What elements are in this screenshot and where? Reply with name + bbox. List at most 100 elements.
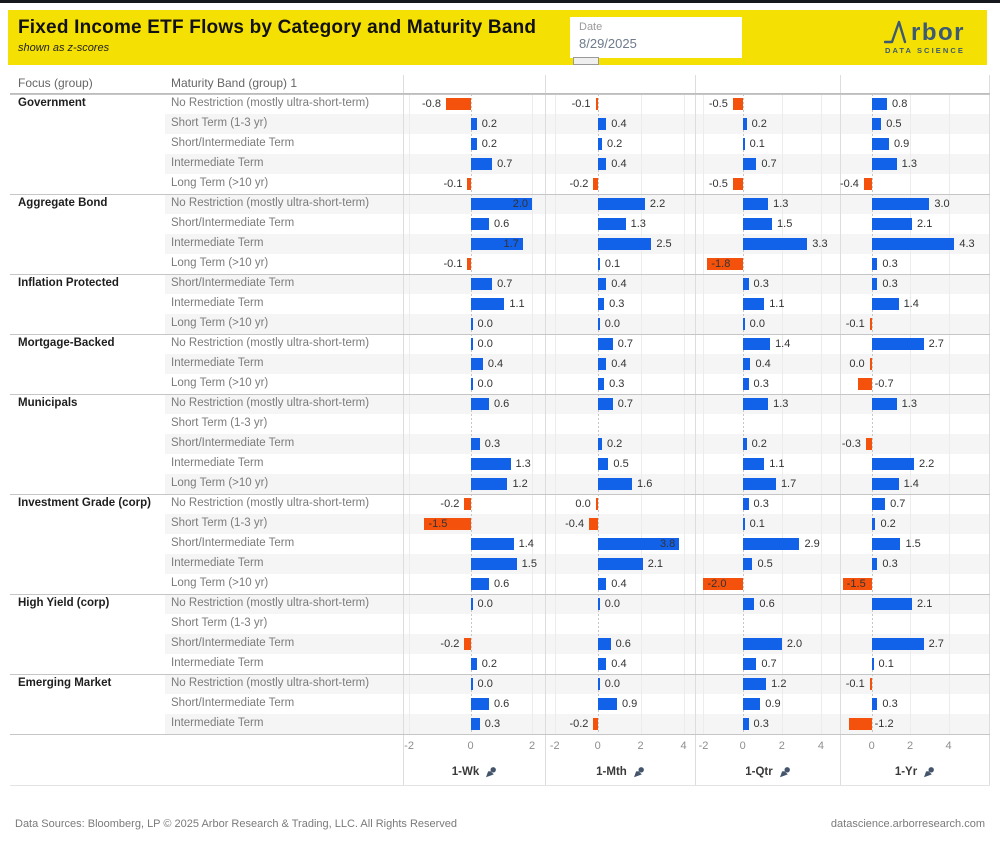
bar[interactable] (597, 698, 617, 710)
bar[interactable] (742, 158, 757, 170)
bar-cell[interactable]: -0.2 (403, 634, 545, 654)
bar-cell[interactable]: 1.3 (840, 154, 990, 174)
band-label[interactable]: Short Term (1-3 yr) (171, 417, 268, 429)
bar[interactable] (470, 198, 533, 210)
bar[interactable] (871, 698, 878, 710)
band-label[interactable]: Long Term (>10 yr) (165, 474, 403, 494)
bar-cell[interactable]: 0.0 (695, 314, 840, 334)
bar[interactable] (732, 178, 743, 190)
bar-cell[interactable]: -0.1 (840, 314, 990, 334)
band-label[interactable]: Short/Intermediate Term (165, 434, 403, 454)
bar[interactable] (597, 118, 607, 130)
band-label[interactable]: Short/Intermediate Term (171, 537, 295, 549)
bar-cell[interactable]: 0.4 (545, 114, 695, 134)
bar-cell[interactable]: -1.5 (403, 514, 545, 534)
bar[interactable] (871, 158, 897, 170)
bar-cell[interactable]: 1.1 (695, 454, 840, 474)
bar-cell[interactable]: 0.3 (840, 694, 990, 714)
bar-cell[interactable]: 0.0 (840, 354, 990, 374)
bar-cell[interactable]: 0.4 (545, 154, 695, 174)
bar-cell[interactable]: 0.6 (403, 394, 545, 414)
band-label[interactable]: Intermediate Term (165, 554, 403, 574)
band-label[interactable]: Intermediate Term (165, 154, 403, 174)
band-label[interactable]: Long Term (>10 yr) (171, 377, 269, 389)
bar[interactable] (597, 378, 605, 390)
bar[interactable] (732, 98, 743, 110)
focus-column-header[interactable]: Focus (group) (18, 76, 93, 90)
bar[interactable] (871, 478, 899, 490)
bar-cell[interactable]: 0.7 (403, 274, 545, 294)
band-label[interactable]: Short Term (1-3 yr) (165, 114, 403, 134)
bar[interactable] (742, 118, 747, 130)
bar[interactable] (871, 398, 897, 410)
bar[interactable] (597, 158, 607, 170)
bar-cell[interactable]: 0.6 (403, 574, 545, 594)
bar[interactable] (470, 218, 489, 230)
band-label[interactable]: Intermediate Term (171, 297, 264, 309)
bar-cell[interactable]: 0.3 (695, 714, 840, 734)
bar[interactable] (742, 498, 749, 510)
bar-cell[interactable]: 1.6 (545, 474, 695, 494)
bar[interactable] (871, 458, 914, 470)
bar-cell[interactable]: 0.1 (695, 514, 840, 534)
bar-cell[interactable]: 1.2 (695, 674, 840, 694)
pin-icon[interactable] (923, 766, 935, 778)
bar[interactable] (871, 238, 955, 250)
bar-cell[interactable]: 0.5 (840, 114, 990, 134)
bar[interactable] (742, 718, 749, 730)
bar[interactable] (597, 258, 600, 270)
bar-cell[interactable]: -0.5 (695, 174, 840, 194)
bar-cell[interactable]: 0.0 (403, 314, 545, 334)
bar-cell[interactable]: 0.6 (545, 634, 695, 654)
bar-cell[interactable]: -1.8 (695, 254, 840, 274)
bar[interactable] (742, 458, 765, 470)
bar[interactable] (589, 518, 598, 530)
bar-cell[interactable]: 0.3 (840, 254, 990, 274)
bar-cell[interactable]: 0.7 (403, 154, 545, 174)
bar[interactable] (597, 298, 605, 310)
bar[interactable] (470, 698, 489, 710)
bar[interactable] (865, 438, 872, 450)
bar-cell[interactable]: 0.2 (840, 514, 990, 534)
focus-label[interactable]: Government (18, 97, 86, 109)
bar-cell[interactable]: 0.1 (545, 254, 695, 274)
bar-cell[interactable]: -0.4 (840, 174, 990, 194)
band-label[interactable]: No Restriction (mostly ultra-short-term) (171, 337, 370, 349)
bar-cell[interactable]: -0.2 (403, 494, 545, 514)
band-label[interactable]: Long Term (>10 yr) (165, 314, 403, 334)
bar[interactable] (470, 598, 473, 610)
bar-cell[interactable]: -2.0 (695, 574, 840, 594)
bar-cell[interactable]: 0.3 (840, 274, 990, 294)
bar[interactable] (597, 478, 633, 490)
bar[interactable] (597, 438, 602, 450)
bar-cell[interactable]: 0.7 (695, 654, 840, 674)
bar-cell[interactable]: -0.2 (545, 174, 695, 194)
bar[interactable] (464, 638, 471, 650)
date-filter-dropdown-stub[interactable] (573, 57, 599, 65)
bar[interactable] (742, 538, 800, 550)
bar[interactable] (871, 138, 889, 150)
bar[interactable] (597, 238, 652, 250)
bar[interactable] (871, 118, 882, 130)
bar-cell[interactable] (695, 614, 840, 634)
bar[interactable] (869, 318, 872, 330)
bar[interactable] (707, 258, 743, 270)
bar[interactable] (871, 538, 901, 550)
bar-cell[interactable]: 2.1 (545, 554, 695, 574)
pin-icon[interactable] (633, 766, 645, 778)
bar[interactable] (742, 238, 808, 250)
bar[interactable] (470, 358, 483, 370)
bar-cell[interactable]: 2.2 (840, 454, 990, 474)
bar-cell[interactable]: 2.0 (695, 634, 840, 654)
bar[interactable] (858, 378, 872, 390)
bar[interactable] (597, 318, 600, 330)
bar[interactable] (597, 138, 602, 150)
bar-cell[interactable] (403, 614, 545, 634)
bar[interactable] (742, 338, 771, 350)
bar[interactable] (470, 658, 477, 670)
bar-cell[interactable]: 0.3 (545, 374, 695, 394)
website-link[interactable]: datascience.arborresearch.com (830, 818, 985, 830)
bar[interactable] (597, 218, 626, 230)
bar-cell[interactable]: -1.2 (840, 714, 990, 734)
bar[interactable] (470, 378, 473, 390)
